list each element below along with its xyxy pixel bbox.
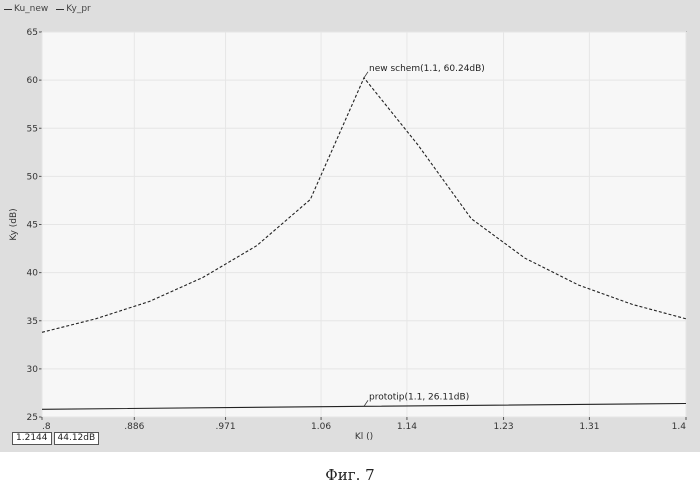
x-tick-label: .8 [42,422,51,432]
plot-window: Ku_new Ky_pr 253035404550556065.8.886.97… [0,0,700,452]
y-tick-label: 65 [27,28,38,38]
y-tick-label: 50 [27,172,39,182]
readout-x-value: 1.2144 [12,432,52,445]
x-tick-label: 1.23 [494,422,514,432]
cursor-readout: 1.2144 44.12dB [12,432,99,445]
readout-y-value: 44.12dB [54,432,100,445]
annotation-label: new schem(1.1, 60.24dB) [369,64,485,74]
y-tick-label: 35 [27,317,38,327]
x-tick-label: 1.06 [311,422,331,432]
y-tick-label: 60 [27,76,39,86]
y-tick-label: 40 [27,269,39,279]
y-axis-title: Ky (dB) [9,208,19,240]
x-tick-label: 1.4 [672,422,687,432]
x-axis-title: Kl () [355,432,373,442]
y-tick-label: 55 [27,124,38,134]
x-tick-label: .971 [216,422,236,432]
y-tick-label: 45 [27,221,38,231]
chart[interactable]: 25 30 35 40 45 50 55 60 65 .8 .886 .971 1.06 1.14 1.23… [0,0,700,452]
y-tick-label: 25 [27,413,38,423]
x-tick-label: 1.14 [397,422,417,432]
y-tick-label: 30 [27,365,39,375]
figure-caption: Фиг. 7 [0,466,700,484]
x-tick-label: .886 [124,422,144,432]
x-tick-label: 1.31 [579,422,599,432]
annotation-label: prototip(1.1, 26.11dB) [369,392,469,402]
